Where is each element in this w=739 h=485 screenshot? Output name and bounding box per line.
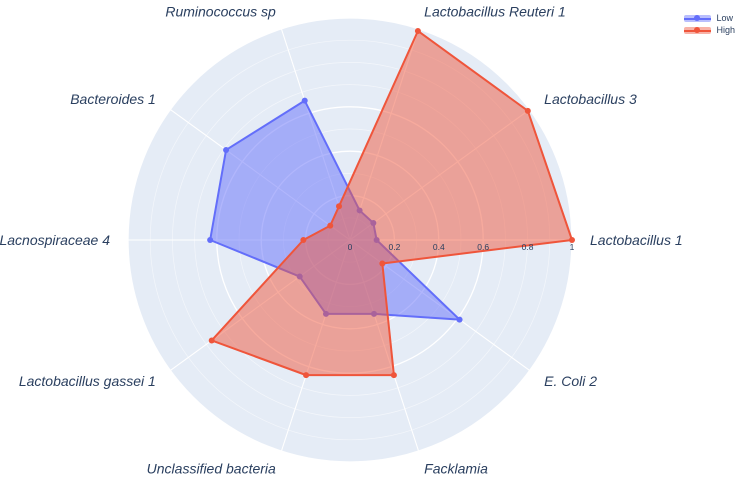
data-point-marker[interactable] xyxy=(524,107,531,114)
category-label: Lacnospiraceae 4 xyxy=(0,232,110,248)
data-point-marker[interactable] xyxy=(327,222,334,229)
data-point-marker[interactable] xyxy=(390,372,397,379)
data-point-marker[interactable] xyxy=(300,237,307,243)
series-high xyxy=(208,27,575,379)
radial-tick-label: 0.6 xyxy=(477,242,489,252)
category-label: Bacteroides 1 xyxy=(70,91,156,107)
data-point-marker[interactable] xyxy=(208,337,215,344)
legend-label-low: Low xyxy=(716,13,733,23)
data-point-marker[interactable] xyxy=(456,316,463,323)
data-point-marker[interactable] xyxy=(336,203,343,210)
data-point-marker[interactable] xyxy=(414,27,421,34)
category-label: Lactobacillus gassei 1 xyxy=(19,373,156,389)
data-point-marker[interactable] xyxy=(303,372,310,379)
category-label: Lactobacillus 3 xyxy=(544,91,637,107)
category-label: Ruminococcus sp xyxy=(165,4,276,20)
data-point-marker[interactable] xyxy=(569,237,575,243)
radial-tick-label: 0 xyxy=(348,242,353,252)
legend: Low High xyxy=(684,14,735,35)
radial-tick-label: 0.2 xyxy=(388,242,400,252)
legend-label-high: High xyxy=(716,25,735,35)
category-labels: Lactobacillus 1 Lactobacillus 3 Lactobacil… xyxy=(0,4,683,477)
category-label: Lactobacillus Reuteri 1 xyxy=(424,4,566,20)
legend-item-high[interactable]: High xyxy=(684,26,735,35)
radial-tick-label: 1 xyxy=(570,242,575,252)
category-label: Lactobacillus 1 xyxy=(590,232,683,248)
category-label: E. Coli 2 xyxy=(544,373,597,389)
data-point-marker[interactable] xyxy=(207,237,214,243)
category-label: Unclassified bacteria xyxy=(147,460,276,476)
radial-tick-label: 0.8 xyxy=(522,242,534,252)
category-label: Facklamia xyxy=(424,460,488,476)
legend-item-low[interactable]: Low xyxy=(684,14,735,23)
data-point-marker[interactable] xyxy=(301,97,308,104)
radial-tick-labels: 0 0.2 0.4 0.6 0.8 1 xyxy=(348,242,575,252)
data-point-marker[interactable] xyxy=(223,146,230,153)
legend-line-marker-icon xyxy=(684,14,712,23)
radial-tick-label: 0.4 xyxy=(433,242,445,252)
data-point-marker[interactable] xyxy=(379,260,386,267)
legend-line-marker-icon xyxy=(684,26,712,35)
